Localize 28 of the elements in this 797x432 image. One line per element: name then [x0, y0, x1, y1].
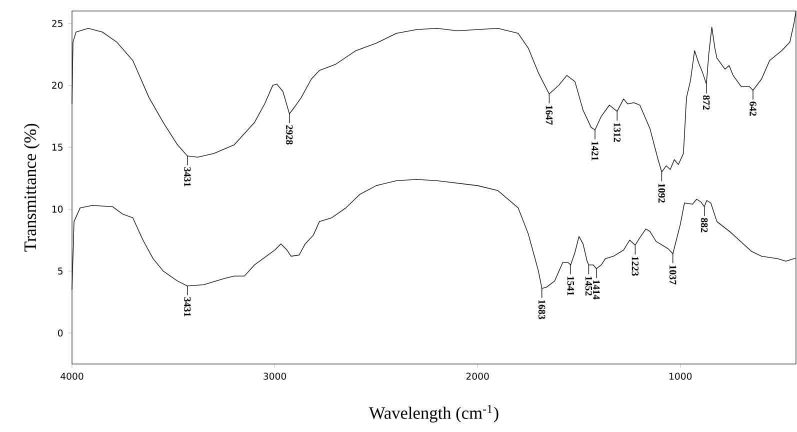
- x-axis-title: Wavelength (cm$^{-1}$): [368, 404, 498, 422]
- annotation: 882: [700, 218, 708, 232]
- y-tick-label: 10: [52, 206, 63, 213]
- annotation: 1683: [538, 300, 546, 320]
- annotation: 872: [702, 95, 710, 110]
- x-tick-label: 1000: [670, 372, 692, 380]
- annotation: 1037: [670, 266, 676, 284]
- annotation: 1452: [585, 276, 592, 296]
- x-tick-label: 4000: [60, 372, 84, 380]
- annotation: 642: [750, 102, 756, 116]
- y-axis-title: Transmittance (%): [24, 124, 40, 252]
- y-tick-label: 20: [52, 82, 63, 89]
- annotation: 3431: [184, 167, 191, 186]
- x-tick-label: 2000: [466, 372, 489, 380]
- annotation: 1414: [593, 280, 600, 300]
- y-tick-label: 25: [52, 20, 62, 27]
- annotation: 1223: [632, 256, 639, 276]
- annotation: 1647: [546, 106, 553, 125]
- x-tick-label: 3000: [264, 372, 286, 380]
- annotation: 2928: [286, 125, 293, 144]
- annotation: 1312: [614, 123, 620, 142]
- y-tick-label: 0: [58, 330, 63, 337]
- annotation: 1092: [658, 184, 666, 203]
- annotation: 1541: [567, 276, 574, 296]
- y-tick-label: 15: [52, 144, 62, 151]
- annotation: 1421: [592, 142, 598, 160]
- annotation: 3431: [184, 297, 191, 316]
- y-tick-label: 5: [58, 268, 62, 275]
